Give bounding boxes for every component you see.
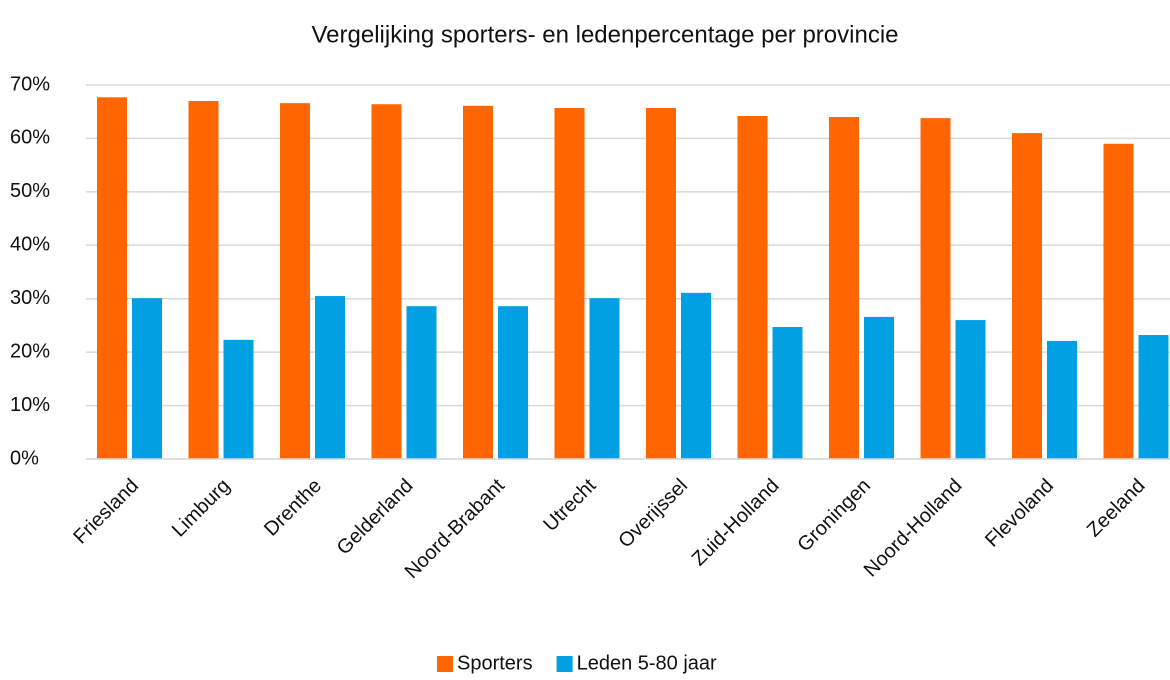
y-tick-label: 0% bbox=[10, 447, 39, 469]
bar bbox=[646, 107, 676, 459]
y-tick-label: 30% bbox=[10, 287, 50, 309]
x-tick-label: Noord-Holland bbox=[860, 475, 967, 582]
y-tick-label: 40% bbox=[10, 234, 50, 256]
y-tick-label: 10% bbox=[10, 394, 50, 416]
legend-swatch bbox=[437, 656, 453, 672]
x-tick-label: Limburg bbox=[168, 475, 235, 542]
bar bbox=[223, 339, 254, 459]
x-tick-label: Drenthe bbox=[260, 475, 326, 541]
bar bbox=[920, 118, 951, 459]
bar bbox=[955, 320, 986, 459]
y-tick-label: 20% bbox=[10, 340, 50, 362]
bar bbox=[772, 327, 803, 459]
bar bbox=[315, 296, 345, 459]
bar bbox=[864, 316, 894, 459]
bar bbox=[1103, 143, 1134, 459]
legend-label: Leden 5-80 jaar bbox=[577, 652, 717, 674]
y-tick-label: 50% bbox=[10, 180, 50, 202]
x-tick-label: Zeeland bbox=[1083, 475, 1150, 542]
bar bbox=[280, 103, 310, 459]
bar bbox=[97, 97, 127, 459]
bar bbox=[554, 107, 585, 459]
legend-label: Sporters bbox=[457, 652, 533, 674]
bar bbox=[1012, 133, 1042, 460]
x-tick-label: Zuid-Holland bbox=[688, 475, 784, 571]
y-tick-label: 60% bbox=[10, 127, 50, 149]
bar bbox=[406, 306, 437, 459]
bar bbox=[371, 104, 402, 459]
bar bbox=[737, 115, 768, 459]
bar bbox=[1138, 335, 1169, 459]
bar bbox=[498, 306, 528, 459]
legend-swatch bbox=[556, 656, 573, 672]
bar bbox=[132, 298, 162, 459]
bar bbox=[589, 298, 620, 459]
bar bbox=[1047, 340, 1077, 459]
x-tick-label: Friesland bbox=[69, 475, 143, 549]
bar bbox=[188, 101, 219, 460]
x-tick-label: Utrecht bbox=[539, 474, 600, 535]
x-tick-label: Gelderland bbox=[333, 475, 418, 560]
bar bbox=[463, 105, 493, 459]
bar bbox=[829, 117, 859, 460]
y-tick-label: 70% bbox=[10, 73, 50, 95]
chart-title: Vergelijking sporters- en ledenpercentag… bbox=[311, 21, 898, 48]
bar bbox=[681, 292, 711, 459]
x-tick-label: Groningen bbox=[793, 475, 875, 557]
x-tick-label: Overijssel bbox=[614, 475, 692, 553]
x-tick-label: Flevoland bbox=[981, 475, 1058, 552]
